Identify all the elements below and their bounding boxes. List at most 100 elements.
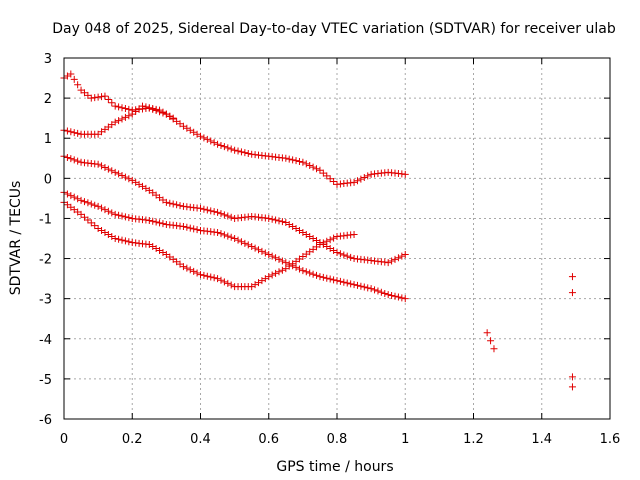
data-point xyxy=(381,289,389,297)
data-point xyxy=(118,236,126,244)
data-point xyxy=(186,266,194,274)
data-point xyxy=(121,173,129,181)
x-tick-label: 1 xyxy=(401,432,409,447)
data-point xyxy=(217,210,225,218)
data-point xyxy=(268,252,276,260)
data-point xyxy=(121,105,129,113)
data-point xyxy=(149,217,157,225)
y-tick-label: -3 xyxy=(39,293,52,308)
data-point xyxy=(210,274,218,282)
data-point xyxy=(282,154,290,162)
y-tick-label: 2 xyxy=(44,92,52,107)
data-point xyxy=(125,175,133,183)
data-point xyxy=(364,172,372,180)
data-point xyxy=(156,219,164,227)
data-point xyxy=(203,135,211,143)
data-point xyxy=(190,267,198,275)
data-point xyxy=(203,206,211,214)
data-point xyxy=(350,281,358,289)
y-tick-labels: -6 -5 -4 -3 -2 -1 0 1 2 3 xyxy=(39,52,52,428)
data-point xyxy=(74,129,82,137)
data-point xyxy=(333,277,341,285)
data-point xyxy=(224,212,232,220)
data-point xyxy=(261,249,269,257)
data-point xyxy=(220,278,228,286)
data-point xyxy=(401,170,409,178)
data-point xyxy=(152,105,160,113)
data-point xyxy=(272,254,280,262)
data-point xyxy=(149,105,157,113)
data-point xyxy=(265,273,273,281)
data-point xyxy=(292,157,300,165)
data-point xyxy=(125,105,133,113)
data-point xyxy=(237,148,245,156)
x-tick-label: 0.8 xyxy=(327,432,348,447)
data-point xyxy=(268,215,276,223)
x-tick-label: 1.4 xyxy=(531,432,552,447)
data-point xyxy=(200,271,208,279)
data-point xyxy=(347,253,355,261)
data-point xyxy=(278,257,286,265)
data-point xyxy=(214,275,222,283)
x-tick-label: 0 xyxy=(60,432,68,447)
data-point xyxy=(278,218,286,226)
data-point xyxy=(207,207,215,215)
data-point xyxy=(265,251,273,259)
data-point xyxy=(227,233,235,241)
data-point xyxy=(231,146,239,154)
data-point xyxy=(255,246,263,254)
data-point xyxy=(104,95,112,103)
data-point xyxy=(568,383,576,391)
data-point xyxy=(319,273,327,281)
x-tick-label: 0.4 xyxy=(190,432,211,447)
data-point xyxy=(292,263,300,271)
data-point xyxy=(67,70,75,78)
data-point xyxy=(125,112,133,120)
data-point xyxy=(74,81,82,89)
series-track-e xyxy=(60,198,358,291)
data-point xyxy=(347,280,355,288)
data-point xyxy=(101,164,109,172)
y-tick-label: -1 xyxy=(39,212,52,227)
data-point xyxy=(394,254,402,262)
data-point xyxy=(220,143,228,151)
data-point xyxy=(241,239,249,247)
data-point xyxy=(265,214,273,222)
data-point xyxy=(217,230,225,238)
data-point xyxy=(101,92,109,100)
data-point xyxy=(169,114,177,122)
data-point xyxy=(91,201,99,209)
data-point xyxy=(367,285,375,293)
data-point xyxy=(98,93,106,101)
data-point xyxy=(336,277,344,285)
data-point xyxy=(309,270,317,278)
data-point xyxy=(203,272,211,280)
data-point xyxy=(220,211,228,219)
data-point xyxy=(183,223,191,231)
data-point xyxy=(224,144,232,152)
data-point xyxy=(207,137,215,145)
y-tick-label: 3 xyxy=(44,52,52,67)
data-point xyxy=(80,198,88,206)
data-point xyxy=(333,249,341,257)
data-point xyxy=(210,139,218,147)
data-point xyxy=(251,244,259,252)
y-tick-label: 1 xyxy=(44,132,52,147)
data-point xyxy=(227,145,235,153)
data-point xyxy=(353,177,361,185)
data-point xyxy=(70,129,78,137)
data-points xyxy=(60,70,576,391)
data-point xyxy=(319,239,327,247)
plot-frame xyxy=(63,57,611,420)
data-point xyxy=(186,224,194,232)
data-point xyxy=(237,238,245,246)
x-tick-label: 0.6 xyxy=(258,432,279,447)
data-point xyxy=(115,235,123,243)
data-point xyxy=(166,199,174,207)
data-point xyxy=(193,226,201,234)
data-point xyxy=(309,163,317,171)
data-point xyxy=(371,286,379,294)
data-point xyxy=(67,155,75,163)
data-point xyxy=(295,265,303,273)
data-point xyxy=(207,273,215,281)
